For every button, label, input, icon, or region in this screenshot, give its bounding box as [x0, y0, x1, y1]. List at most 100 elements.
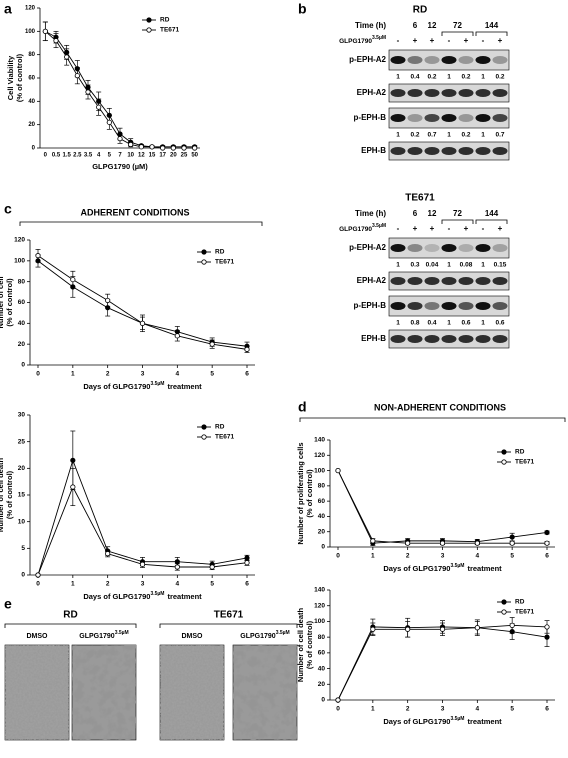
band-quantification: 0.2 [461, 74, 470, 81]
blot-band [492, 114, 508, 122]
band-quantification: 0.7 [427, 132, 436, 139]
time-value: 12 [428, 209, 437, 218]
band-quantification: 1 [447, 262, 451, 269]
band-quantification: 0.15 [494, 262, 507, 269]
label-part: treatment [167, 592, 202, 601]
marker [209, 564, 215, 570]
blot-band [458, 302, 474, 310]
treatment-sign: + [498, 224, 503, 233]
label-part: Days of GLPG1790 [383, 564, 450, 573]
marker [70, 276, 76, 283]
blot-band [407, 89, 423, 97]
blot-band [441, 302, 457, 310]
time-label: Time (h) [355, 21, 386, 30]
label-part: 3.5µM [450, 716, 464, 722]
x-tick-label: 0 [336, 553, 340, 560]
label-part: treatment [467, 717, 502, 726]
marker [405, 626, 411, 632]
marker [70, 457, 76, 463]
label-part: Days of GLPG1790 [83, 382, 150, 391]
micrograph [5, 645, 69, 740]
marker [474, 540, 480, 546]
band-quantification: 0.4 [427, 320, 436, 327]
marker [181, 145, 187, 151]
band-quantification: 0.8 [410, 320, 419, 327]
y-tick-label: 100 [314, 467, 325, 474]
marker [64, 54, 70, 60]
condition-header: NON-ADHERENT CONDITIONS [374, 402, 506, 412]
marker [474, 625, 480, 631]
time-value: 72 [453, 21, 462, 30]
blot-row-label: p-EPH-A2 [349, 243, 386, 252]
y-tick-label: 120 [314, 452, 325, 459]
series-line [37, 255, 248, 350]
blot-band [492, 147, 508, 155]
band-quantification: 0.2 [495, 74, 504, 81]
x-tick-label: 7 [118, 153, 122, 159]
legend-label: RD [515, 599, 525, 606]
y-tick-label: 60 [318, 498, 326, 505]
time-value: 12 [428, 21, 437, 30]
blot-band [390, 335, 406, 343]
series-line [337, 470, 548, 544]
micrograph [72, 645, 136, 740]
label-part: 3.5µM [372, 35, 386, 41]
panel-letter: c [4, 201, 12, 217]
y-tick-label: 10 [18, 518, 26, 525]
micrograph [160, 645, 224, 740]
marker [70, 484, 76, 490]
legend-marker [201, 259, 207, 265]
blot-band [390, 147, 406, 155]
marker [335, 467, 341, 474]
label-part: GLPG1790 [240, 633, 276, 640]
blot-band [441, 244, 457, 252]
band-quantification: 1 [396, 74, 400, 81]
marker [53, 38, 59, 44]
x-tick-label: 2 [406, 706, 410, 713]
label-part: GLPG1790 (µM) [92, 162, 148, 171]
x-tick-label: 4 [476, 553, 480, 560]
marker [544, 540, 550, 546]
x-tick-label: 5 [108, 153, 112, 159]
band-quantification: 1 [447, 320, 451, 327]
x-tick-label: 3 [141, 371, 145, 378]
marker [370, 626, 376, 632]
marker [160, 145, 166, 151]
blot-band [390, 114, 406, 122]
blot-band [492, 302, 508, 310]
series-line [337, 626, 548, 701]
x-tick-label: 2 [106, 371, 110, 378]
marker [139, 561, 146, 567]
x-tick-label: 25 [181, 153, 188, 159]
y-axis-label: Cell Viability [6, 55, 15, 100]
marker [128, 141, 134, 148]
y-tick-label: 20 [18, 341, 26, 348]
x-tick-label: 0.5 [52, 153, 61, 159]
blot-band [424, 335, 440, 343]
y-axis-label: Number of cell [0, 276, 5, 328]
x-axis-label: Days of GLPG17903.5µM treatment [383, 716, 502, 726]
band-quantification: 1 [481, 262, 485, 269]
blot-band [407, 244, 423, 252]
band-quantification: 0.2 [410, 132, 419, 139]
time-value: 144 [485, 21, 499, 30]
treatment-sign: + [413, 224, 418, 233]
blot-band [475, 335, 491, 343]
marker [174, 559, 180, 565]
y-tick-label: 0 [321, 544, 325, 551]
treatment-sign: - [448, 224, 451, 233]
x-tick-label: 20 [170, 153, 177, 159]
marker [370, 538, 376, 544]
blot-band [475, 56, 491, 64]
marker [35, 253, 41, 259]
blot-band [458, 147, 474, 155]
band-quantification: 0.6 [495, 320, 504, 327]
y-tick-label: 100 [25, 29, 36, 35]
blot-band [407, 56, 423, 64]
band-quantification: 0.04 [426, 262, 439, 269]
blot-band [458, 244, 474, 252]
y-tick-label: 25 [18, 438, 26, 445]
y-axis-label: (% of control) [305, 620, 314, 669]
time-bracket [441, 31, 474, 36]
legend-label: TE671 [515, 609, 535, 616]
